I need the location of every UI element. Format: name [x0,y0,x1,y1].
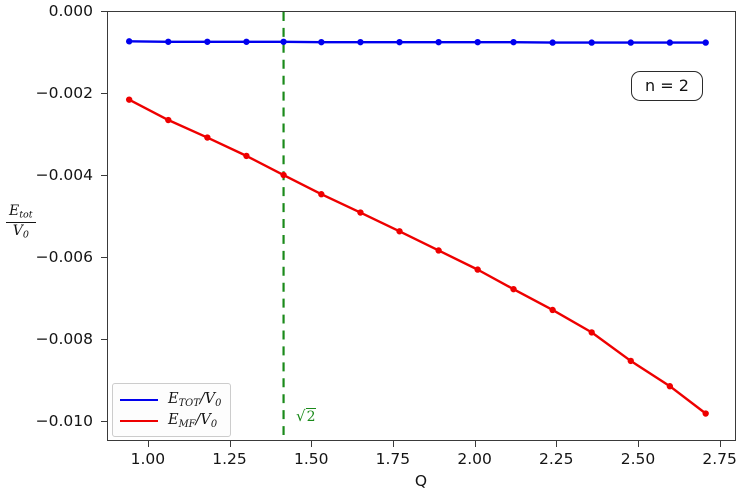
data-point [243,38,250,45]
x-tick-mark [392,441,394,447]
y-tick-label: −0.004 [35,165,93,184]
data-point [549,39,556,46]
y-axis-title-denominator: V0 [12,222,29,241]
x-tick-mark [147,441,149,447]
y-tick-mark [101,338,107,340]
data-point [280,38,287,45]
data-point [435,38,442,46]
legend: ETOT/V0 EMF/V0 [112,383,232,437]
x-tick-label: 2.50 [620,450,656,468]
legend-item-emf[interactable]: EMF/V0 [120,410,221,431]
legend-label-etot: ETOT/V0 [168,390,222,409]
series-emf [125,96,709,417]
y-tick-label: −0.010 [35,411,93,430]
legend-swatch-emf [120,419,158,422]
y-tick-label: −0.006 [35,247,93,266]
data-point [474,266,481,273]
data-point [165,116,172,124]
series-etot [125,38,709,46]
y-tick-label: 0.000 [48,2,93,20]
x-tick-mark [637,441,639,447]
x-tick-mark [229,441,231,447]
y-tick-mark [101,92,107,94]
legend-label-emf: EMF/V0 [168,411,218,430]
legend-item-etot[interactable]: ETOT/V0 [120,389,221,410]
data-point [666,39,674,46]
data-point [588,39,595,46]
data-point [357,38,364,46]
data-point [510,38,517,46]
n-annotation: n = 2 [631,71,703,101]
data-point [702,39,709,46]
y-axis-title: Etot V0 [6,204,36,240]
data-point [702,410,709,417]
y-tick-label: −0.002 [35,83,93,102]
data-point [474,38,481,46]
x-tick-label: 2.25 [539,450,574,468]
data-point [204,134,211,141]
y-axis-title-numerator: Etot [6,204,36,223]
series-line [127,40,707,44]
y-tick-label: −0.008 [35,329,93,348]
data-point [125,96,133,103]
data-point [204,38,211,45]
data-point [588,329,595,336]
data-point [357,209,364,216]
data-point [435,247,442,254]
x-tick-mark [719,441,721,447]
x-axis-title: Q [414,472,428,490]
y-tick-mark [101,174,107,176]
sqrt2-label: √2 [296,407,317,425]
data-point [396,38,403,46]
x-tick-label: 1.00 [130,450,166,468]
series-canvas [125,12,709,440]
x-tick-label: 1.50 [293,450,329,468]
data-point [318,191,325,198]
data-point [280,171,287,179]
x-tick-mark [311,441,313,447]
x-tick-mark [556,441,558,447]
x-tick-label: 2.75 [702,450,737,468]
data-point [318,38,325,46]
data-point [396,228,403,235]
y-tick-mark [101,256,107,258]
data-point [125,38,133,45]
data-point [627,39,634,46]
y-tick-mark [101,420,107,422]
y-tick-mark [101,11,107,12]
data-point [243,152,250,160]
x-tick-label: 1.75 [375,450,411,468]
x-tick-label: 1.25 [212,450,247,468]
x-tick-mark [474,441,476,447]
data-point [165,38,172,45]
data-point [549,306,556,314]
data-point [627,357,634,365]
data-point [666,383,674,390]
x-tick-label: 2.00 [457,450,492,468]
legend-swatch-etot [120,398,158,401]
series-line [127,98,707,415]
data-point [510,285,517,293]
